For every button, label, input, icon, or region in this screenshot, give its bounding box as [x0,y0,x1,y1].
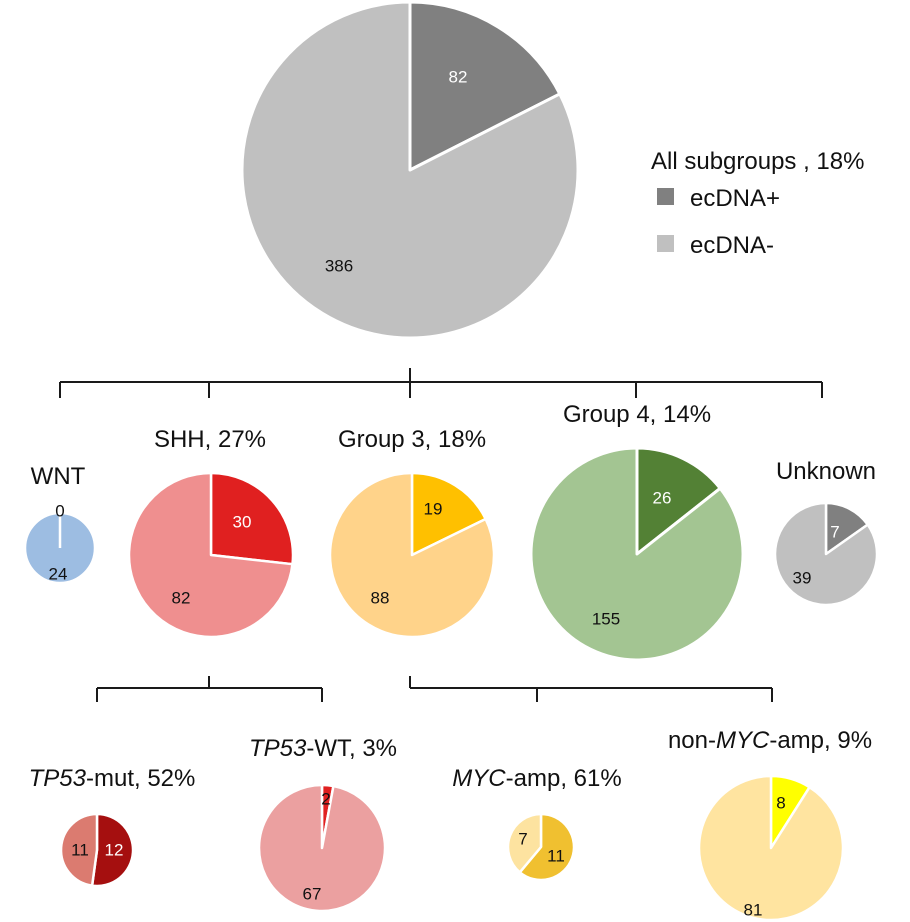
pie-value-label-unknown-ecdna-pos: 7 [830,523,839,542]
pie-slice-group3-ecdna-neg [328,471,496,639]
pie-slice-group4-ecdna-neg [529,446,745,662]
tree-connectors [59,368,823,702]
pie-nonmycamp: 8 81 [697,774,845,922]
legend-title: All subgroups , 18% [651,148,864,175]
title-shh: SHH, 27% [154,426,266,453]
pie-value-label-all-subgroups-ecdna-neg: 386 [325,257,353,276]
pie-value-label-mycamp-ecdna-neg: 7 [518,830,527,849]
pie-wnt: 0 24 [23,502,97,585]
pie-slice-tp53mut-ecdna-pos [90,812,135,888]
pie-value-label-tp53wt-ecdna-pos: 2 [321,790,330,809]
title-wnt: WNT [31,463,86,490]
pie-slice-group3-ecdna-pos [410,471,487,557]
pie-slice-mycamp-ecdna-neg [506,812,543,874]
pie-value-label-wnt-ecdna-neg: 24 [49,565,68,584]
pie-titles: WNT SHH, 27% Group 3, 18% Group 4, 14% U… [29,401,876,792]
legend-swatch-ecdna-pos [657,188,674,205]
pie-unknown: 7 39 [773,501,879,607]
title-tp53wt: TP53-WT, 3% [249,735,397,762]
pie-tp53mut: 12 11 [59,812,135,888]
title-unknown: Unknown [776,458,876,485]
pie-value-label-group4-ecdna-pos: 26 [653,489,672,508]
pie-group4: 26 155 [529,446,745,662]
pie-slice-nonmycamp-ecdna-neg [697,774,845,922]
pie-value-label-tp53mut-ecdna-neg: 11 [71,841,89,860]
pie-value-label-tp53mut-ecdna-pos: 12 [105,841,124,860]
pie-slice-shh-ecdna-neg [127,471,294,639]
legend: All subgroups , 18% ecDNA+ ecDNA- [651,148,864,259]
title-mycamp: MYC-amp, 61% [452,765,621,792]
pie-tp53wt: 2 67 [257,783,387,913]
pie-shh: 30 82 [127,471,295,639]
title-group3: Group 3, 18% [338,426,486,453]
legend-swatch-ecdna-neg [657,235,674,252]
pie-slice-shh-ecdna-pos [209,471,295,566]
pie-value-label-mycamp-ecdna-pos: 11 [547,847,565,866]
pie-slice-tp53wt-ecdna-neg [257,783,387,913]
pie-slice-tp53mut-ecdna-neg [59,812,99,887]
pie-slice-unknown-ecdna-neg [773,501,879,607]
legend-label-ecdna-neg: ecDNA- [690,232,774,259]
pie-value-label-unknown-ecdna-neg: 39 [793,569,812,588]
pie-value-label-group3-ecdna-neg: 88 [371,589,390,608]
pie-value-label-group4-ecdna-neg: 155 [592,610,620,629]
pie-value-label-nonmycamp-ecdna-neg: 81 [744,901,763,920]
pie-value-label-shh-ecdna-pos: 30 [233,513,252,532]
title-group4: Group 4, 14% [563,401,711,428]
legend-label-ecdna-pos: ecDNA+ [690,185,780,212]
title-nonmycamp: non-MYC-amp, 9% [668,727,872,754]
pie-slice-all-subgroups-ecdna-neg [240,0,580,340]
pie-value-label-nonmycamp-ecdna-pos: 8 [776,794,785,813]
pie-value-label-shh-ecdna-neg: 82 [172,589,191,608]
pie-mycamp: 11 7 [506,812,576,882]
pie-value-label-group3-ecdna-pos: 19 [424,500,443,519]
pie-value-label-all-subgroups-ecdna-pos: 82 [449,68,468,87]
pie-value-label-tp53wt-ecdna-neg: 67 [303,885,322,904]
title-tp53mut: TP53-mut, 52% [29,765,196,792]
pie-slice-group4-ecdna-pos [635,446,722,556]
pie-slice-mycamp-ecdna-pos [518,812,576,882]
pie-slice-all-subgroups-ecdna-pos [408,0,562,172]
pie-value-label-wnt-ecdna-pos: 0 [55,502,64,521]
pie-all-subgroups: 82 386 [240,0,580,340]
